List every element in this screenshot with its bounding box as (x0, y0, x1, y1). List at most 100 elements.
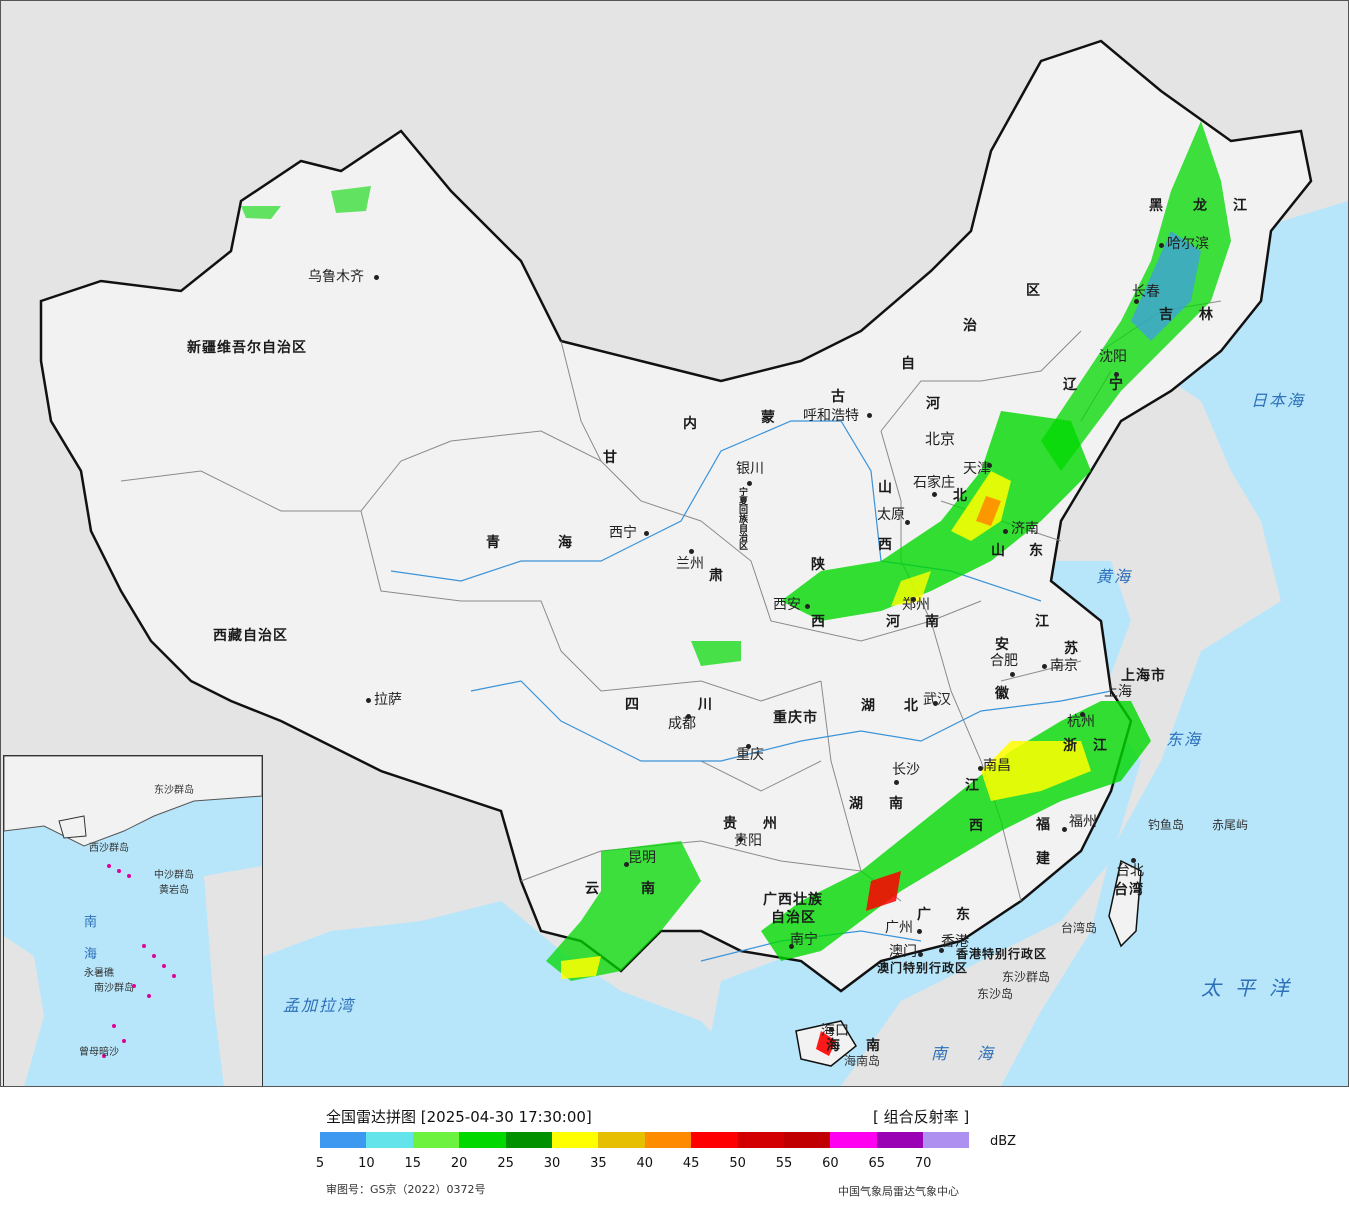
inset-label-zhongsha: 中沙群岛 (154, 870, 194, 881)
province-label-bei-hubei: 北 (904, 698, 919, 714)
bay-of-bengal (251, 901, 761, 1086)
city-label-zhengzhou: 郑州 (902, 597, 930, 613)
province-label-nan-hunan: 南 (889, 796, 904, 812)
colorbar-tick-label: 35 (590, 1156, 607, 1171)
city-dot-hongkong (939, 948, 944, 953)
city-label-lhasa: 拉萨 (374, 692, 402, 708)
province-label-bei-hebei: 北 (953, 488, 968, 504)
radar-echoes (241, 121, 1231, 1056)
city-dot-changchun (1134, 299, 1139, 304)
colorbar-swatch (830, 1132, 877, 1148)
producer-label: 中国气象局雷达气象中心 (838, 1185, 959, 1198)
city-dot-fuzhou (1062, 827, 1067, 832)
city-dot-zhengzhou (911, 597, 916, 602)
city-dot-macao (918, 952, 923, 957)
inset-label-xisha: 西沙群岛 (89, 843, 129, 854)
colorbar-swatch (923, 1132, 970, 1148)
colorbar-tick-label: 10 (358, 1156, 375, 1171)
province-label-su-js: 苏 (1064, 641, 1079, 657)
inset-label-huangyan: 黄岩岛 (159, 885, 189, 896)
colorbar-tick-label: 40 (636, 1156, 654, 1171)
island-label-taiwan-dao: 台湾岛 (1061, 921, 1098, 935)
province-label-shanghai: 上海市 (1121, 668, 1166, 684)
province-label-macao: 澳门特别行政区 (877, 961, 969, 975)
city-label-jinan: 济南 (1011, 521, 1039, 537)
colorbar-tick-label: 45 (682, 1156, 700, 1171)
province-label-jiang-jx: 江 (965, 778, 980, 794)
city-label-guiyang: 贵阳 (734, 833, 762, 849)
province-label-nan-hn: 南 (866, 1038, 881, 1054)
colorbar-swatch (320, 1132, 367, 1148)
province-label-ji-jl: 吉 (1159, 307, 1174, 323)
colorbar-swatch (459, 1132, 506, 1148)
city-dot-chongqing (746, 744, 751, 749)
colorbar-tick-label: 5 (315, 1156, 325, 1171)
inset-label-zengmu: 曾母暗沙 (79, 1047, 119, 1058)
colorbar-swatch (551, 1132, 599, 1148)
taiwan-land (1108, 859, 1142, 948)
sea-label-south-sea: 南海 (931, 1044, 1024, 1063)
city-dot-hangzhou (1080, 712, 1085, 717)
city-dot-urumqi (374, 275, 379, 280)
province-label-hui: 徽 (995, 686, 1010, 702)
city-label-guangzhou: 广州 (885, 920, 913, 936)
city-label-shenyang: 沈阳 (1099, 349, 1127, 365)
city-label-changsha: 长沙 (892, 762, 920, 778)
city-dot-hohhot (867, 413, 872, 418)
province-label-jiang-zj: 江 (1093, 738, 1108, 754)
city-label-nanning: 南宁 (790, 932, 818, 948)
city-label-nanjing: 南京 (1050, 658, 1078, 674)
province-borders (120, 300, 1222, 902)
province-label-an: 安 (995, 637, 1010, 653)
city-label-wuhan: 武汉 (923, 692, 951, 708)
province-label-zhou: 州 (763, 816, 778, 832)
colorbar-tick-label: 70 (914, 1156, 932, 1171)
colorbar-swatch (876, 1132, 924, 1148)
province-label-qing: 青 (486, 535, 501, 551)
island-label-diaoyu: 钓鱼岛 (1148, 818, 1185, 832)
colorbar-swatch (412, 1132, 460, 1148)
city-label-tianjin: 天津 (963, 461, 991, 477)
city-label-macao: 澳门 (889, 944, 917, 960)
province-label-xizang: 西藏自治区 (213, 628, 288, 644)
province-label-jiang-js: 江 (1035, 614, 1050, 630)
province-label-liao: 辽 (1063, 377, 1078, 393)
city-dot-hefei (1010, 672, 1015, 677)
province-label-taiwan: 台湾 (1114, 882, 1144, 898)
colorbar-swatch (691, 1132, 738, 1148)
city-label-shanghai: 上海 (1104, 684, 1132, 700)
city-label-hefei: 合肥 (990, 653, 1018, 669)
province-label-chuan: 川 (698, 697, 713, 713)
colorbar-swatch (644, 1132, 692, 1148)
province-label-ning: 宁 (1109, 377, 1124, 393)
province-label-zhi: 治 (963, 318, 978, 334)
province-label-hongkong: 香港特别行政区 (956, 947, 1048, 961)
map-area[interactable]: 新疆维吾尔自治区 西藏自治区 青 海 甘 肃 内 蒙 古 自 治 区 黑 龙 江… (0, 0, 1349, 1087)
province-label-su: 肃 (709, 568, 724, 584)
sea-label-pacific: 太平洋 (1201, 976, 1303, 1000)
city-label-changchun: 长春 (1132, 284, 1160, 300)
colorbar-unit: dBZ (990, 1134, 1017, 1149)
province-label-gu: 古 (831, 389, 846, 405)
city-dot-lhasa (366, 698, 371, 703)
city-dot-kunming (624, 862, 629, 867)
city-label-hohhot: 呼和浩特 (803, 408, 859, 424)
colorbar-swatch (598, 1132, 645, 1148)
city-label-hongkong: 香港 (941, 934, 969, 950)
province-label-gan: 甘 (603, 450, 618, 466)
city-label-shijiazhuang: 石家庄 (913, 475, 955, 491)
province-label-he-hebei: 河 (926, 396, 941, 412)
city-label-chongqing: 重庆 (736, 747, 764, 763)
province-label-hai-hn: 海 (826, 1038, 841, 1054)
legend-product: [ 组合反射率 ] (873, 1108, 970, 1126)
colorbar-tick-label: 55 (775, 1156, 793, 1171)
city-dot-lanzhou (689, 549, 694, 554)
province-label-zi: 自 (901, 356, 916, 372)
city-dot-changsha (894, 780, 899, 785)
province-label-hu-hubei: 湖 (861, 698, 876, 714)
city-dot-wuhan (933, 701, 938, 706)
province-label-xinjiang: 新疆维吾尔自治区 (187, 340, 307, 356)
island-label-dongsha-dao: 东沙岛 (977, 987, 1014, 1001)
city-dot-shenyang (1114, 372, 1119, 377)
sea-label-bay-of-bengal: 孟加拉湾 (283, 996, 356, 1015)
